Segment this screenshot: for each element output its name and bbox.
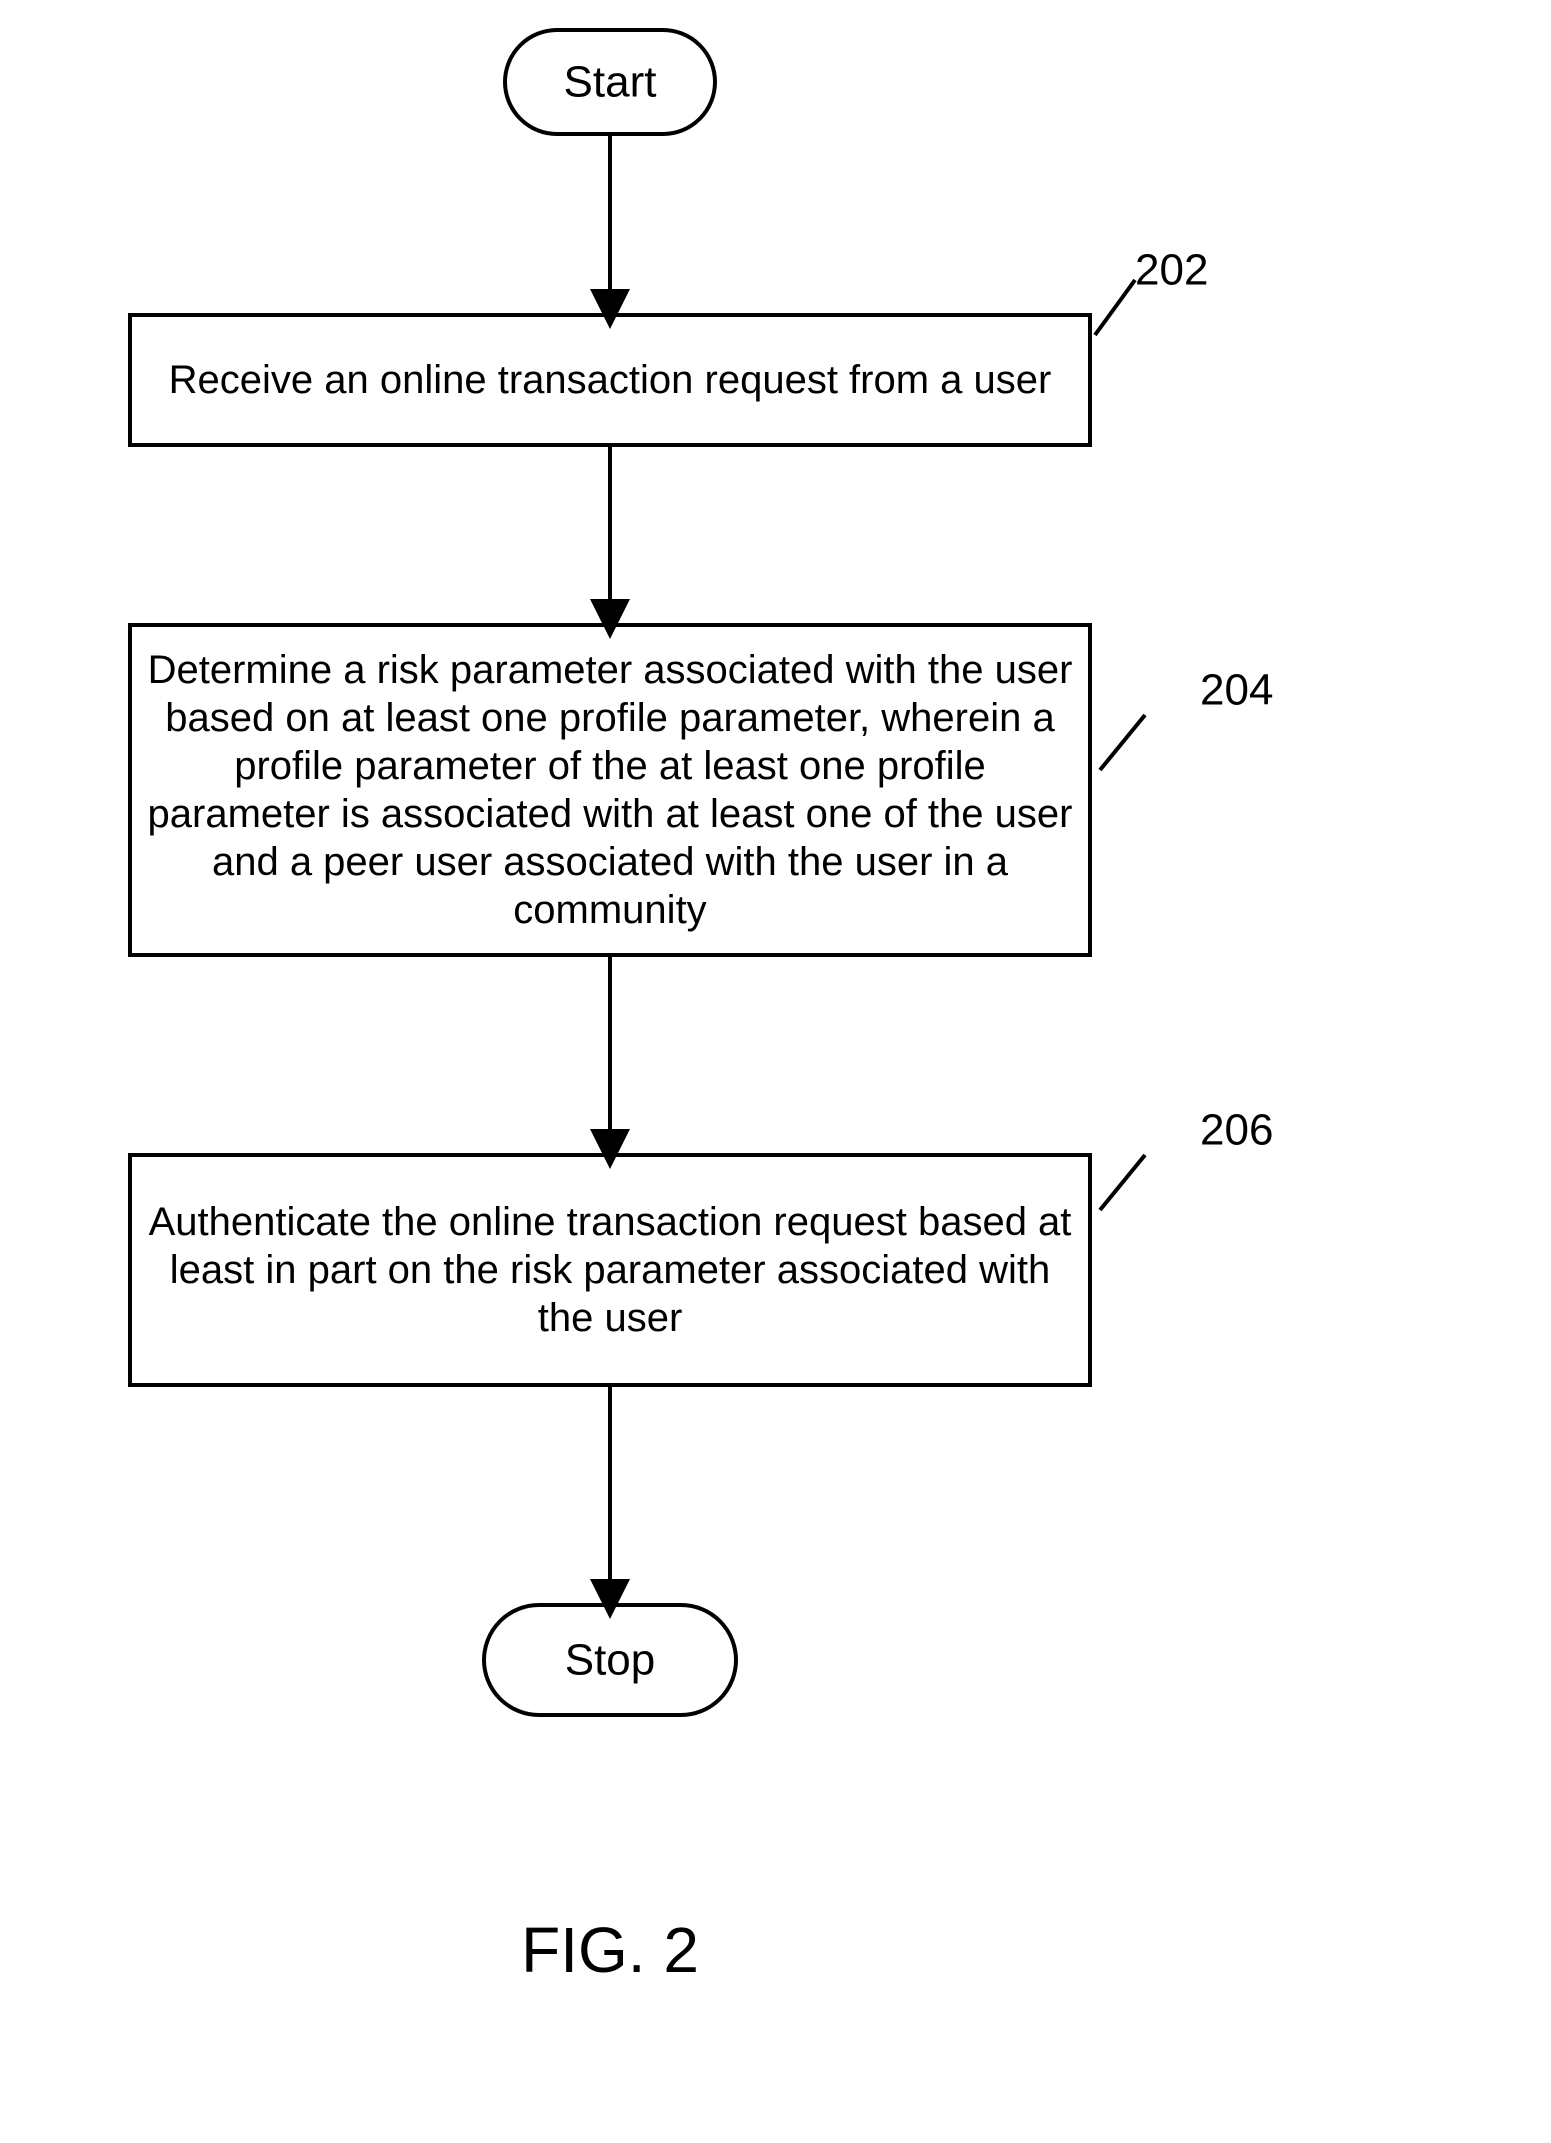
figure-label: FIG. 2 <box>521 1914 699 1986</box>
ref-slash-206 <box>1100 1155 1145 1210</box>
step-text-206: Authenticate the online transaction requ… <box>149 1200 1072 1340</box>
stop-label: Stop <box>565 1636 656 1685</box>
ref-slash-202 <box>1095 280 1135 335</box>
step-text-204: Determine a risk parameter associated wi… <box>148 648 1073 932</box>
ref-label-206: 206 <box>1200 1106 1273 1155</box>
ref-slash-204 <box>1100 715 1145 770</box>
step-text-202: Receive an online transaction request fr… <box>169 358 1052 402</box>
start-label: Start <box>564 58 657 107</box>
ref-label-202: 202 <box>1135 246 1208 295</box>
ref-label-204: 204 <box>1200 666 1273 715</box>
